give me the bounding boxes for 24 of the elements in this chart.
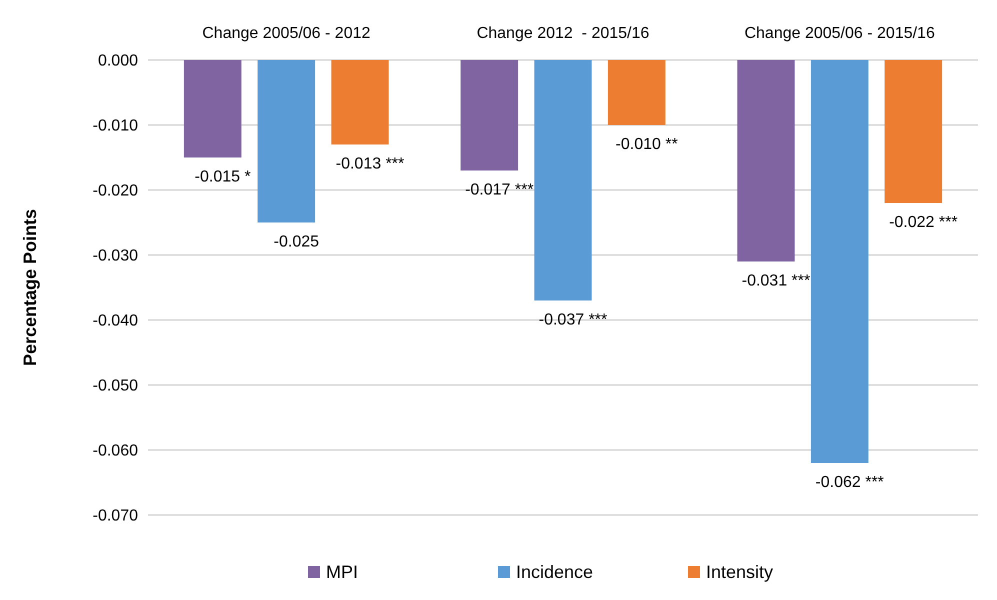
data-label: -0.017 *** (465, 182, 534, 198)
y-tick-label: -0.040 (92, 312, 138, 330)
y-tick-label: -0.050 (92, 378, 138, 395)
legend-label: MPI (326, 562, 358, 582)
x-tick-label: Change 2012 - 2015/16 (476, 25, 650, 42)
legend-label: Incidence (516, 562, 594, 582)
data-label: -0.031 *** (742, 272, 810, 290)
data-label: -0.022 *** (889, 214, 958, 231)
legend-label: Intensity (706, 562, 774, 582)
data-label: -0.037 *** (538, 312, 608, 328)
x-tick-label: Change 2005/06 - 2012 (202, 25, 371, 42)
y-tick-label: -0.070 (92, 508, 138, 525)
y-tick-label: -0.010 (92, 118, 138, 135)
y-axis-title: Percentage Points (20, 208, 40, 366)
y-tick-label: -0.020 (92, 182, 138, 200)
y-tick-label: -0.060 (92, 442, 138, 460)
data-label: -0.062 *** (815, 474, 884, 491)
y-tick-label: 0.000 (98, 52, 138, 70)
data-label: -0.025 (274, 234, 320, 250)
data-label: -0.013 *** (336, 156, 404, 172)
y-tick-label: -0.030 (92, 248, 138, 265)
data-label: -0.015 * (194, 168, 251, 186)
data-label: -0.010 ** (616, 136, 678, 153)
x-tick-label: Change 2005/06 - 2015/16 (744, 25, 935, 42)
